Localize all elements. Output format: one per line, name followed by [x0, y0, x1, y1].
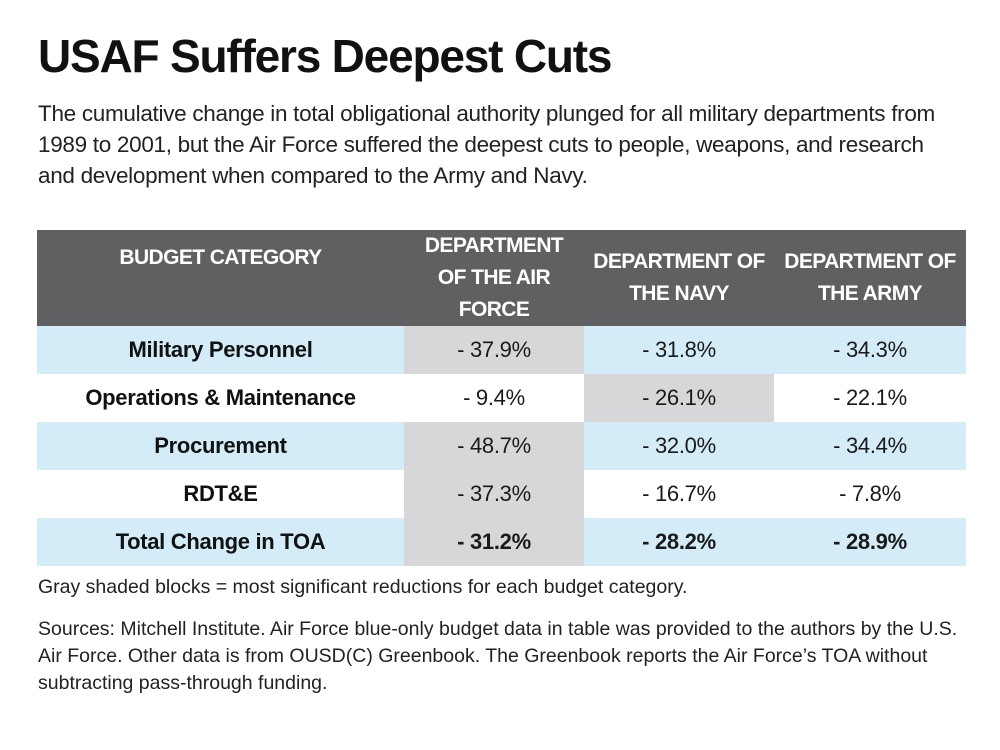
- cell-navy: - 16.7%: [584, 470, 774, 518]
- sources-note: Sources: Mitchell Institute. Air Force b…: [38, 618, 958, 694]
- cell-navy: - 28.2%: [584, 518, 774, 566]
- cell-air-force: - 31.2%: [404, 518, 584, 566]
- cell-navy: - 31.8%: [584, 326, 774, 374]
- intro-paragraph: The cumulative change in total obligatio…: [38, 101, 935, 188]
- table-row: Procurement - 48.7% - 32.0% - 34.4%: [37, 422, 966, 470]
- cell-navy: - 32.0%: [584, 422, 774, 470]
- table-row: RDT&E - 37.3% - 16.7% - 7.8%: [37, 470, 966, 518]
- table-header-row: BUDGET CATEGORY DEPARTMENT OF THE AIR FO…: [37, 230, 966, 326]
- row-category: Procurement: [37, 422, 404, 470]
- cell-army: - 7.8%: [774, 470, 966, 518]
- cell-air-force: - 37.3%: [404, 470, 584, 518]
- row-category: Operations & Maintenance: [37, 374, 404, 422]
- row-category: Military Personnel: [37, 326, 404, 374]
- header-budget-category: BUDGET CATEGORY: [37, 230, 404, 326]
- budget-table: BUDGET CATEGORY DEPARTMENT OF THE AIR FO…: [37, 230, 966, 566]
- header-navy: DEPARTMENT OF THE NAVY: [584, 230, 774, 326]
- cell-army: - 34.4%: [774, 422, 966, 470]
- table-row: Military Personnel - 37.9% - 31.8% - 34.…: [37, 326, 966, 374]
- cell-army: - 22.1%: [774, 374, 966, 422]
- cell-army: - 34.3%: [774, 326, 966, 374]
- table-row: Operations & Maintenance - 9.4% - 26.1% …: [37, 374, 966, 422]
- legend-note: Gray shaded blocks = most significant re…: [38, 576, 688, 598]
- table-row-total: Total Change in TOA - 31.2% - 28.2% - 28…: [37, 518, 966, 566]
- header-air-force: DEPARTMENT OF THE AIR FORCE: [404, 230, 584, 326]
- row-category: Total Change in TOA: [37, 518, 404, 566]
- cell-navy: - 26.1%: [584, 374, 774, 422]
- row-category: RDT&E: [37, 470, 404, 518]
- cell-air-force: - 48.7%: [404, 422, 584, 470]
- cell-air-force: - 9.4%: [404, 374, 584, 422]
- page-title: USAF Suffers Deepest Cuts: [38, 30, 612, 82]
- cell-army: - 28.9%: [774, 518, 966, 566]
- cell-air-force: - 37.9%: [404, 326, 584, 374]
- header-army: DEPARTMENT OF THE ARMY: [774, 230, 966, 326]
